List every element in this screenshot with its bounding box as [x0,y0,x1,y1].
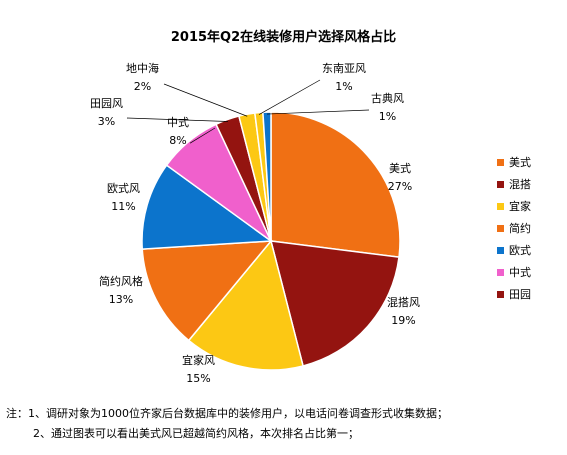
pie-chart: 美式 27% 混搭风 19% 宜家风 15% 简约风格 13% 欧式风 11% 中式 8% 田园风 3% 地… [90,61,420,385]
leader-line-8 [163,83,248,117]
leader-line-10 [266,109,370,115]
legend-label: 简约 [509,222,531,235]
pie-slice-5 [141,164,274,250]
slice-label-2: 混搭风 [387,296,420,309]
slice-label-1: 美式 [389,162,411,175]
slice-pct-5: 11% [111,200,135,213]
legend-label: 中式 [509,266,531,279]
leader-line-7 [126,117,228,122]
legend-item: 中式 [497,261,531,283]
legend-label: 混搭 [509,178,531,191]
legend-swatch [497,268,504,276]
slice-label-5: 欧式风 [107,182,140,195]
legend-swatch [497,158,504,166]
legend-swatch [497,202,504,210]
slice-pct-6: 8% [169,134,186,147]
legend-item: 宜家 [497,195,531,217]
slice-pct-4: 13% [109,293,133,306]
slice-pct-8: 2% [134,80,151,93]
legend-item: 欧式 [497,239,531,261]
slice-pct-9: 1% [335,80,352,93]
legend-swatch [497,290,504,298]
leader-line-6 [189,127,216,144]
slice-pct-7: 3% [98,115,115,128]
legend-label: 美式 [509,156,531,169]
legend-label: 欧式 [509,244,531,257]
slice-label-10: 古典风 [371,91,404,105]
label-leader-lines [126,79,370,144]
pie-slice-3 [187,239,304,371]
slice-label-4: 简约风格 [99,274,143,288]
slice-label-7: 田园风 [90,97,123,110]
pie-slice-1 [270,111,401,259]
slice-label-9: 东南亚风 [322,62,366,75]
note-line-2: 2、通过图表可以看出美式风已超越简约风格，本次排名占比第一； [33,427,359,440]
slice-label-6: 中式 [167,116,189,129]
chart-notes: 注：1、调研对象为1000位齐家后台数据库中的装修用户，以电话问卷调查形式收集数… [6,404,448,444]
legend-swatch [497,224,504,232]
pie-slices [141,111,401,371]
leader-line-9 [258,79,321,115]
chart-title: 2015年Q2在线装修用户选择风格占比 [170,30,397,45]
legend: 美式混搭宜家简约欧式中式田园 [497,151,531,305]
legend-swatch [497,246,504,254]
slice-labels: 美式 27% 混搭风 19% 宜家风 15% 简约风格 13% 欧式风 11% 中式 8% 田园风 3% 地… [90,61,420,385]
slice-pct-10: 1% [379,110,396,123]
slice-pct-1: 27% [388,180,412,193]
pie-slice-2 [269,240,400,367]
pie-slice-4 [141,240,273,342]
slice-pct-3: 15% [186,372,210,385]
slice-label-8: 地中海 [126,61,159,75]
legend-label: 田园 [509,288,531,301]
slice-pct-2: 19% [391,314,415,327]
slice-label-3: 宜家风 [182,353,215,367]
legend-item: 简约 [497,217,531,239]
legend-swatch [497,180,504,188]
legend-item: 美式 [497,151,531,173]
legend-label: 宜家 [509,200,531,213]
note-line-1: 注：1、调研对象为1000位齐家后台数据库中的装修用户，以电话问卷调查形式收集数… [6,407,448,420]
legend-item: 田园 [497,283,531,305]
legend-item: 混搭 [497,173,531,195]
